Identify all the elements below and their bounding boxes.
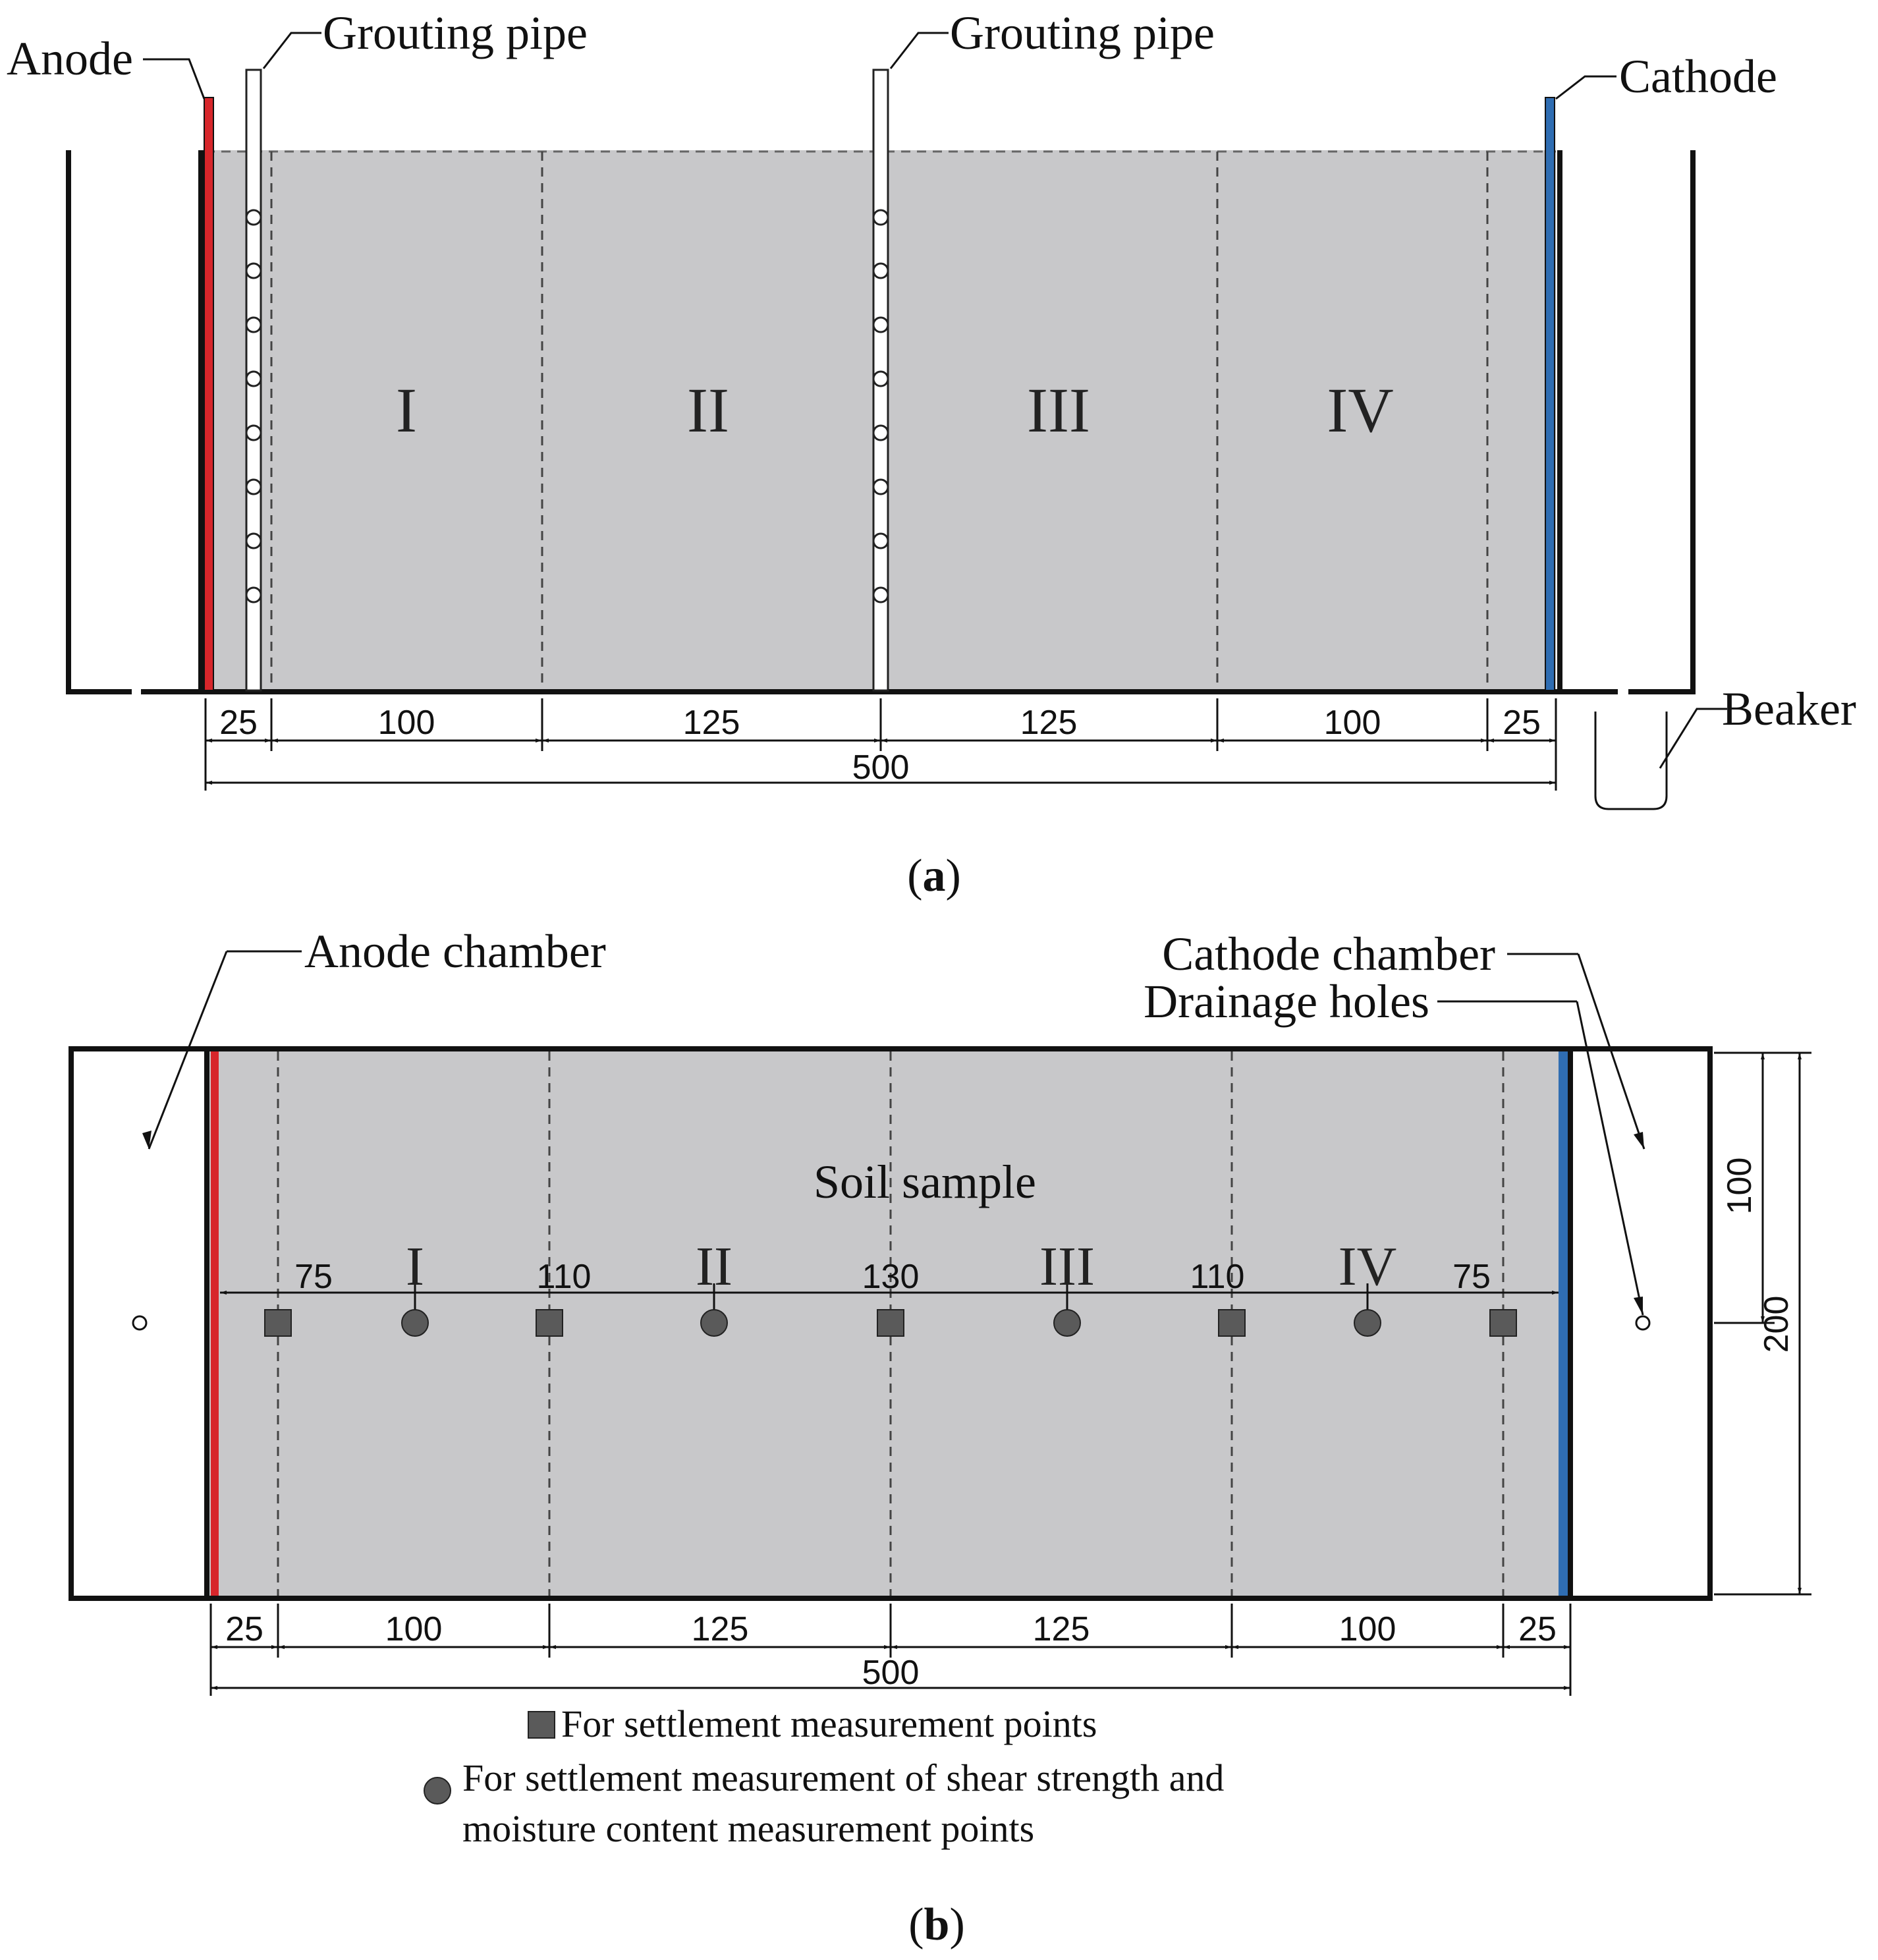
dim-b-seg-2: 100: [385, 1610, 443, 1648]
container-outline-b: [69, 1046, 1713, 1601]
legend-circle-text-1: For settlement measurement of shear stre…: [462, 1756, 1224, 1799]
spacing-dim-3: 130: [862, 1258, 920, 1296]
dim-a-seg-2: 100: [378, 704, 435, 742]
cathode-chamber-label: Cathode chamber: [1162, 928, 1495, 980]
shear-point-1: [401, 1309, 429, 1337]
legend-square-text: For settlement measurement points: [561, 1702, 1097, 1745]
beaker: [1594, 712, 1668, 810]
panel-b: Soil sample 75 110 130 110 75 I II III I…: [69, 925, 1811, 1950]
spacing-dim-1: 75: [294, 1258, 333, 1296]
caption-a: (a): [907, 851, 961, 901]
dimension-lines-b: [209, 1604, 1572, 1696]
legend-square-icon: [528, 1711, 555, 1739]
drainage-hole-arrow: [1634, 1297, 1643, 1315]
drainage-holes-label: Drainage holes: [1144, 975, 1429, 1028]
zone-label-a-2: II: [687, 375, 729, 445]
cathode-label: Cathode: [1619, 50, 1777, 103]
zone-label-b-2: II: [696, 1236, 732, 1297]
callout-leaders-b: [148, 950, 1645, 1316]
settlement-point-3: [877, 1309, 904, 1337]
settlement-point-4: [1218, 1309, 1246, 1337]
settlement-point-5: [1489, 1309, 1517, 1337]
height-dimension-lines: [1714, 1051, 1811, 1596]
zone-dividers-a: [270, 152, 1489, 689]
grouting-pipe-label-2: Grouting pipe: [950, 7, 1215, 59]
anode-chamber-label: Anode chamber: [304, 925, 606, 978]
container-walls-a: [66, 150, 1696, 694]
dim-a-total: 500: [852, 748, 910, 787]
spacing-dim-4: 110: [1190, 1258, 1245, 1296]
cathode-plate: [1545, 97, 1555, 691]
zone-label-b-3: III: [1039, 1236, 1095, 1297]
height-dim-200: 200: [1757, 1296, 1796, 1353]
callout-leaders-a: [143, 32, 1727, 769]
dim-b-seg-5: 100: [1339, 1610, 1396, 1648]
caption-b: (b): [908, 1899, 965, 1950]
legend-circle-icon: [424, 1777, 451, 1805]
dimension-lines-a: [204, 698, 1557, 791]
beaker-label: Beaker: [1722, 683, 1856, 735]
dim-a-seg-3: 125: [683, 704, 740, 742]
shear-point-4: [1354, 1309, 1381, 1337]
panel-a: I II III IV Anode Grouting pipe Grouting…: [7, 7, 1856, 901]
dim-b-seg-6: 25: [1518, 1610, 1557, 1648]
zone-label-a-3: III: [1027, 375, 1090, 445]
soil-sample-label: Soil sample: [814, 1156, 1036, 1208]
drainage-hole-anode: [132, 1315, 148, 1331]
dim-b-seg-4: 125: [1033, 1610, 1090, 1648]
dim-b-total: 500: [862, 1654, 920, 1692]
spacing-dim-2: 110: [537, 1258, 592, 1296]
anode-plate-plan: [211, 1051, 219, 1596]
zone-label-a-1: I: [396, 375, 417, 445]
settlement-point-2: [536, 1309, 563, 1337]
drainage-hole-cathode: [1635, 1315, 1651, 1331]
grouting-pipe-2: [872, 69, 889, 692]
cathode-chamber-arrow: [1634, 1132, 1644, 1149]
point-spacing-dims: [220, 1283, 1559, 1310]
legend: For settlement measurement points For se…: [424, 1702, 1224, 1850]
grouting-pipe-label-1: Grouting pipe: [323, 7, 588, 59]
dim-b-seg-1: 25: [225, 1610, 263, 1648]
shear-moisture-points: [401, 1309, 1381, 1337]
dim-a-seg-4: 125: [1020, 704, 1078, 742]
legend-circle-text-2: moisture content measurement points: [462, 1807, 1034, 1850]
grouting-pipe-1: [245, 69, 262, 692]
anode-plate: [204, 97, 214, 691]
height-dim-100: 100: [1721, 1158, 1759, 1215]
shear-point-3: [1053, 1309, 1081, 1337]
settlement-points: [264, 1309, 1517, 1337]
anode-label: Anode: [7, 32, 133, 85]
zone-label-a-4: IV: [1327, 375, 1393, 445]
settlement-point-1: [264, 1309, 292, 1337]
spacing-dim-5: 75: [1452, 1258, 1491, 1296]
dim-a-seg-6: 25: [1503, 704, 1541, 742]
anode-chamber-arrow: [142, 1131, 152, 1149]
zone-label-b-4: IV: [1339, 1236, 1397, 1297]
dim-b-seg-3: 125: [692, 1610, 749, 1648]
dim-a-seg-5: 100: [1324, 704, 1381, 742]
shear-point-2: [700, 1309, 728, 1337]
cathode-plate-plan: [1559, 1051, 1568, 1596]
dim-a-seg-1: 25: [219, 704, 258, 742]
zone-label-b-1: I: [406, 1236, 424, 1297]
